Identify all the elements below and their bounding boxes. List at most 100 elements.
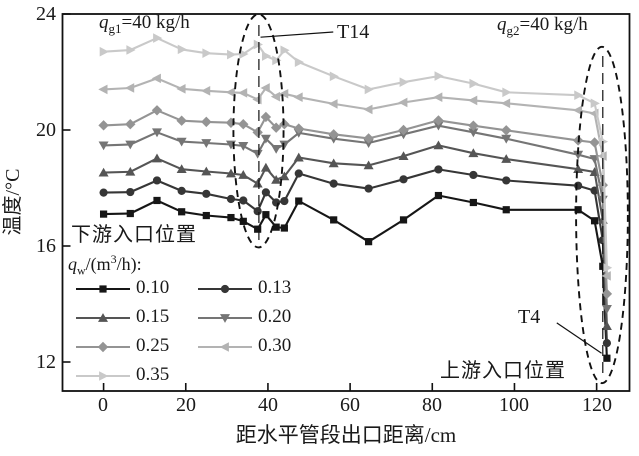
data-point-marker <box>201 166 212 176</box>
series-0.10 <box>99 191 611 362</box>
legend-entry-label: 0.15 <box>136 306 170 327</box>
data-point-marker <box>502 206 510 214</box>
data-point-marker <box>573 150 584 160</box>
y-tick-label: 16 <box>36 235 56 257</box>
data-point-marker <box>98 120 109 131</box>
data-point-marker <box>238 119 249 130</box>
data-point-marker <box>399 77 409 87</box>
data-point-marker <box>271 174 282 184</box>
data-point-marker <box>294 169 303 178</box>
data-point-marker <box>260 83 270 93</box>
data-point-marker <box>272 55 282 66</box>
data-point-marker <box>270 122 282 133</box>
data-point-marker <box>239 49 249 59</box>
data-point-marker <box>434 191 443 200</box>
data-point-marker <box>176 137 187 147</box>
downstream-inlet-label: 下游入口位置 <box>71 224 197 246</box>
data-point-marker <box>279 171 290 181</box>
data-point-marker <box>364 238 373 246</box>
x-tick-label: 60 <box>340 394 360 416</box>
legend-entry-label: 0.30 <box>258 335 292 356</box>
data-point-marker <box>239 217 247 225</box>
data-point-marker <box>252 127 263 138</box>
data-point-marker <box>201 139 212 148</box>
legend-entry-label: 0.25 <box>136 335 170 356</box>
data-point-marker <box>152 153 162 163</box>
data-point-marker <box>573 164 584 174</box>
data-point-marker <box>125 119 136 130</box>
data-point-marker <box>152 128 162 138</box>
data-point-marker <box>219 342 229 352</box>
data-point-marker <box>99 188 108 197</box>
data-point-marker <box>433 140 444 150</box>
data-point-marker <box>178 208 186 216</box>
data-point-marker <box>280 45 290 56</box>
data-point-marker <box>590 217 599 225</box>
data-point-marker <box>469 170 478 180</box>
series-0.30 <box>98 73 611 281</box>
data-point-marker <box>434 71 444 81</box>
data-point-marker <box>151 73 161 84</box>
y-tick-label: 12 <box>36 351 56 373</box>
data-point-marker <box>126 209 134 218</box>
upstream-inlet-label: 上游入口位置 <box>440 360 566 382</box>
series-0.20 <box>98 121 612 314</box>
data-point-marker <box>501 154 512 163</box>
data-point-marker <box>502 176 511 185</box>
data-point-marker <box>98 167 109 177</box>
data-point-marker <box>398 151 409 160</box>
dashed-ellipse <box>575 45 629 385</box>
data-point-marker <box>261 51 272 61</box>
data-point-marker <box>279 140 290 150</box>
legend-title-mid: /(m <box>85 254 111 274</box>
data-point-marker <box>125 166 136 176</box>
data-point-marker <box>294 57 305 67</box>
data-point-marker <box>501 134 512 144</box>
gas-flow-right-value: =40 kg/h <box>519 14 588 35</box>
data-point-marker <box>227 49 237 60</box>
data-point-marker <box>271 144 282 154</box>
legend-title-symbol: q <box>68 254 77 274</box>
data-point-marker <box>501 125 512 136</box>
data-point-marker <box>293 92 303 103</box>
series-line-0.10 <box>103 194 608 359</box>
series-0.35 <box>99 33 613 273</box>
gas-flow-right-symbol: q <box>497 14 507 35</box>
data-point-marker <box>330 216 338 224</box>
gas-flow-left-subscript: g1 <box>108 20 122 36</box>
data-point-marker <box>97 341 109 353</box>
data-point-marker <box>152 176 162 185</box>
data-point-marker <box>272 198 281 207</box>
data-point-marker <box>252 94 262 105</box>
data-point-marker <box>260 111 272 123</box>
data-point-marker <box>201 86 211 96</box>
legend-entry-label: 0.35 <box>136 364 170 385</box>
data-point-marker <box>602 339 612 348</box>
legend-title-end: /h): <box>116 254 142 274</box>
data-point-marker <box>469 198 477 207</box>
data-point-marker <box>202 211 210 220</box>
data-point-marker <box>329 71 339 82</box>
data-point-marker <box>237 88 248 98</box>
data-point-marker <box>598 136 609 147</box>
axis-ticks <box>62 13 598 391</box>
data-point-marker <box>364 184 373 193</box>
y-tick-label: 24 <box>36 3 56 25</box>
data-point-marker <box>98 141 109 151</box>
data-point-marker <box>238 170 249 179</box>
gas-flow-left-symbol: q <box>99 12 109 33</box>
data-point-marker <box>177 44 187 55</box>
data-point-marker <box>502 87 512 98</box>
data-point-marker <box>253 207 262 216</box>
data-point-marker <box>574 206 582 214</box>
data-point-marker <box>125 140 136 150</box>
data-point-marker <box>433 92 443 103</box>
data-point-marker <box>252 178 263 188</box>
data-point-marker <box>329 179 338 188</box>
data-point-marker <box>280 196 289 206</box>
data-point-marker <box>238 142 249 151</box>
data-point-marker <box>434 165 443 174</box>
series-line-0.25 <box>103 109 608 294</box>
data-point-marker <box>398 124 409 136</box>
